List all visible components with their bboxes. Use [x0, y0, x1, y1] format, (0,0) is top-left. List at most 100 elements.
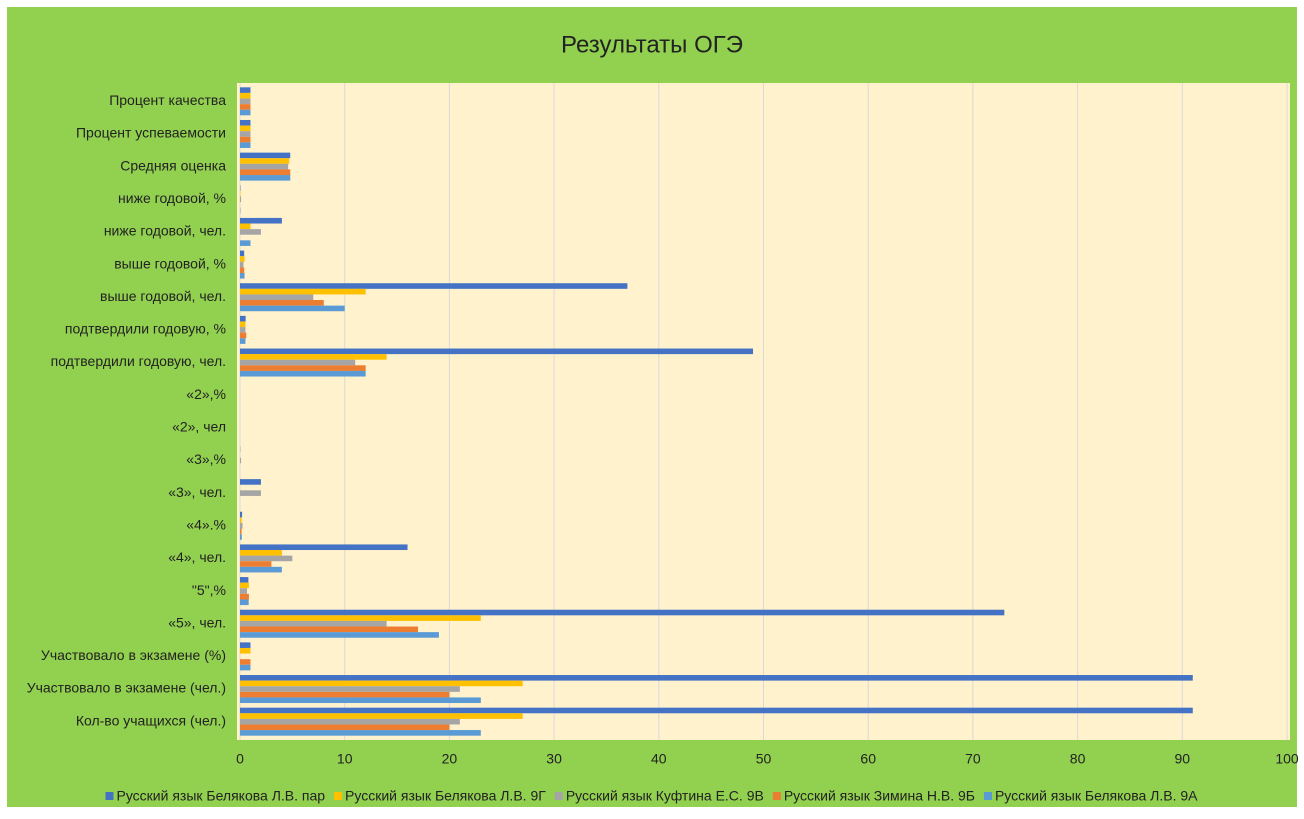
bar [240, 104, 250, 110]
bar [240, 229, 261, 235]
bar [240, 110, 250, 116]
bar [240, 713, 523, 719]
x-tick-label: 10 [337, 751, 353, 767]
legend-swatch [773, 792, 781, 800]
y-tick-label: ниже годовой, чел. [104, 223, 226, 239]
x-tick-label: 60 [860, 751, 876, 767]
bar [240, 131, 250, 137]
legend-label: Русский язык Зимина Н.В. 9Б [784, 788, 975, 804]
legend-label: Русский язык Куфтина Е.С. 9В [566, 788, 764, 804]
x-tick-label: 100 [1275, 751, 1299, 767]
y-tick-label: «2»,% [186, 386, 226, 402]
bar [240, 99, 250, 105]
bar [240, 458, 241, 464]
y-tick-label: подтвердили годовую, чел. [51, 353, 226, 369]
bar [240, 627, 418, 633]
x-tick-label: 0 [236, 751, 244, 767]
bar [240, 349, 753, 355]
bar [240, 686, 460, 692]
bar [240, 665, 250, 671]
x-tick-label: 40 [651, 751, 667, 767]
bar [240, 675, 1193, 681]
legend-label: Русский язык Белякова Л.В. пар [117, 788, 326, 804]
bar [240, 594, 249, 600]
y-tick-label: Средняя оценка [120, 157, 226, 173]
bar [240, 360, 355, 366]
bar [240, 338, 245, 344]
bar [240, 544, 408, 550]
bar [240, 615, 481, 621]
bar [240, 306, 345, 312]
bar [240, 556, 292, 562]
bar [240, 534, 242, 540]
x-tick-label: 30 [546, 751, 562, 767]
bar [240, 550, 282, 556]
bar [240, 697, 481, 703]
x-tick-label: 90 [1175, 751, 1191, 767]
bar [240, 196, 241, 202]
bar [240, 490, 261, 496]
y-tick-label: Участвовало в экзамене (%) [41, 647, 226, 663]
y-tick-label: Процент качества [109, 92, 226, 108]
bar [240, 93, 250, 99]
bar [240, 719, 460, 725]
bar [240, 289, 366, 295]
bar [240, 273, 245, 279]
legend-label: Русский язык Белякова Л.В. 9Г [345, 788, 546, 804]
legend-label: Русский язык Белякова Л.В. 9А [995, 788, 1198, 804]
x-tick-label: 20 [442, 751, 458, 767]
bar [240, 126, 250, 132]
bar [240, 283, 627, 289]
bar [240, 256, 245, 262]
bar [240, 599, 249, 605]
y-tick-label: «3», чел. [168, 484, 226, 500]
bar [240, 218, 282, 224]
bar [240, 267, 244, 273]
y-tick-label: выше годовой, % [114, 255, 226, 271]
bar [240, 479, 261, 485]
bar [240, 354, 387, 360]
y-tick-label: «4».% [186, 516, 226, 532]
y-tick-label: Процент успеваемости [76, 125, 226, 141]
bar [240, 561, 271, 567]
x-tick-label: 70 [965, 751, 981, 767]
bar [240, 87, 250, 93]
bar [240, 164, 288, 170]
y-tick-label: Участвовало в экзамене (чел.) [27, 680, 226, 696]
bar [240, 142, 250, 148]
bar [240, 642, 250, 648]
bar [240, 224, 250, 230]
y-tick-label: «4», чел. [168, 549, 226, 565]
bar [240, 153, 290, 159]
y-tick-label: выше годовой, чел. [100, 288, 226, 304]
bar [240, 659, 250, 665]
bar [240, 300, 324, 306]
y-tick-label: «3»,% [186, 451, 226, 467]
y-tick-label: «2», чел [172, 419, 226, 435]
bar [240, 588, 247, 594]
bar [240, 648, 250, 654]
bar [240, 632, 439, 638]
y-tick-label: Кол-во учащихся (чел.) [76, 712, 226, 728]
bar [240, 262, 243, 268]
bar [240, 583, 249, 589]
chart-title: Результаты ОГЭ [561, 31, 743, 58]
bar [240, 529, 242, 535]
bar [240, 512, 242, 518]
x-tick-label: 80 [1070, 751, 1086, 767]
legend-swatch [555, 792, 563, 800]
bar [240, 158, 289, 164]
bar [240, 523, 243, 529]
bar [240, 240, 250, 246]
bar [240, 327, 245, 333]
legend-swatch [106, 792, 114, 800]
bar [240, 567, 282, 573]
bar [240, 724, 449, 730]
x-tick-label: 50 [756, 751, 772, 767]
bar [240, 621, 387, 627]
bar [240, 577, 248, 583]
bar [240, 610, 1004, 616]
bar [240, 371, 366, 377]
y-tick-label: ниже годовой, % [118, 190, 226, 206]
